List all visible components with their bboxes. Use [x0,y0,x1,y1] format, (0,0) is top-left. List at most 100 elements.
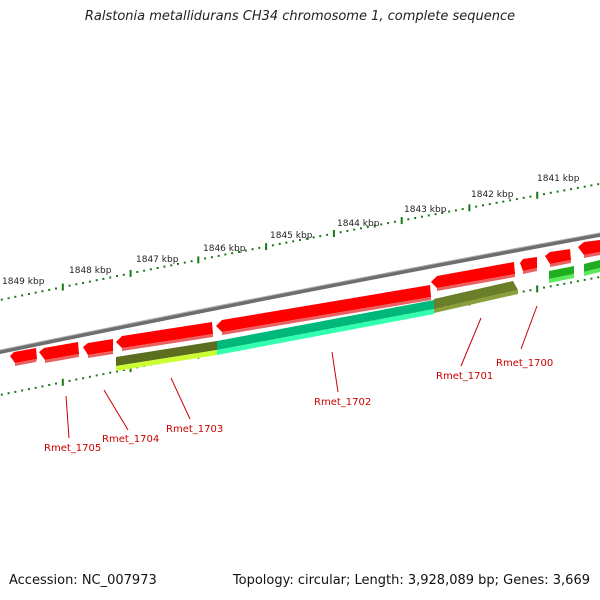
minor-tick [455,209,457,211]
minor-tick [14,296,16,298]
minor-tick [89,281,91,283]
minor-tick [150,268,152,270]
minor-tick [191,260,193,262]
minor-tick [462,208,464,210]
minor-tick [414,217,416,219]
minor-tick [48,384,50,386]
minor-tick [123,274,125,276]
minor-tick [163,266,165,268]
minor-tick [421,216,423,218]
minor-tick [55,383,57,385]
minor-tick [502,201,504,203]
minor-tick [584,279,586,281]
minor-tick [557,191,559,193]
minor-tick [590,278,592,280]
minor-tick [136,271,138,273]
minor-tick [597,183,599,185]
minor-tick [96,374,98,376]
minor-tick [475,206,477,208]
minor-tick [35,292,37,294]
minor-tick [319,235,321,237]
major-tick [536,192,538,199]
gene-label-rmet-1700[interactable]: Rmet_1700 [496,358,553,369]
minor-tick [529,196,531,198]
minor-tick [82,377,84,379]
minor-tick [28,388,30,390]
gene-label-rmet-1702[interactable]: Rmet_1702 [314,397,371,408]
minor-tick [48,289,50,291]
minor-tick [313,236,315,238]
minor-tick [8,297,10,299]
kbp-label: 1845 kbp [270,231,313,241]
major-tick [197,256,199,263]
kbp-label: 1842 kbp [471,190,514,200]
minor-tick [570,188,572,190]
minor-tick [557,284,559,286]
minor-tick [21,390,23,392]
minor-tick [14,391,16,393]
minor-tick [543,287,545,289]
minor-tick [258,247,260,249]
minor-tick [543,193,545,195]
kbp-label: 1846 kbp [203,244,246,254]
minor-tick [75,283,77,285]
minor-tick [326,234,328,236]
genome-map: 1841 kbp 1842 kbp 1843 kbp 1844 kbp 1845… [0,0,600,600]
minor-tick [21,294,23,296]
minor-tick [82,282,84,284]
minor-tick [496,202,498,204]
gene-label-rmet-1704[interactable]: Rmet_1704 [102,434,159,445]
minor-tick [35,387,37,389]
gene-label-rmet-1701[interactable]: Rmet_1701 [436,371,493,382]
minor-tick [1,394,3,396]
kbp-label: 1848 kbp [69,266,112,276]
minor-tick [157,267,159,269]
minor-tick [448,211,450,213]
minor-tick [272,244,274,246]
minor-tick [102,373,104,375]
minor-tick [340,231,342,233]
minor-tick [516,198,518,200]
minor-tick [577,280,579,282]
forward-genes [10,240,600,366]
minor-tick [550,285,552,287]
major-tick [265,243,267,250]
minor-tick [69,380,71,382]
minor-tick [28,293,30,295]
minor-tick [218,255,220,257]
minor-tick [8,392,10,394]
minor-tick [346,230,348,232]
minor-tick [211,256,213,258]
major-tick [130,270,132,277]
minor-tick [523,197,525,199]
topology-text: Topology: circular; Length: 3,928,089 bp… [233,573,590,588]
minor-tick [387,222,389,224]
minor-tick [597,276,599,278]
minor-tick [577,187,579,189]
minor-tick [550,192,552,194]
minor-tick [482,204,484,206]
kbp-label: 1844 kbp [337,219,380,229]
kbp-label: 1843 kbp [404,205,447,215]
kbp-label: 1849 kbp [2,277,45,287]
minor-tick [489,203,491,205]
major-tick [62,284,64,291]
minor-tick [285,242,287,244]
minor-tick [380,223,382,225]
major-tick [401,217,403,224]
minor-tick [75,379,77,381]
minor-tick [394,221,396,223]
minor-tick [102,278,104,280]
minor-tick [69,285,71,287]
gene-label-rmet-1703[interactable]: Rmet_1703 [166,424,223,435]
accession-text: Accession: NC_007973 [9,573,157,588]
kbp-label: 1847 kbp [136,255,179,265]
minor-tick [109,277,111,279]
minor-tick [529,289,531,291]
minor-tick [1,299,3,301]
minor-tick [563,283,565,285]
gene-label-rmet-1705[interactable]: Rmet_1705 [44,443,101,454]
minor-tick [407,218,409,220]
minor-tick [143,270,145,272]
minor-tick [523,291,525,293]
